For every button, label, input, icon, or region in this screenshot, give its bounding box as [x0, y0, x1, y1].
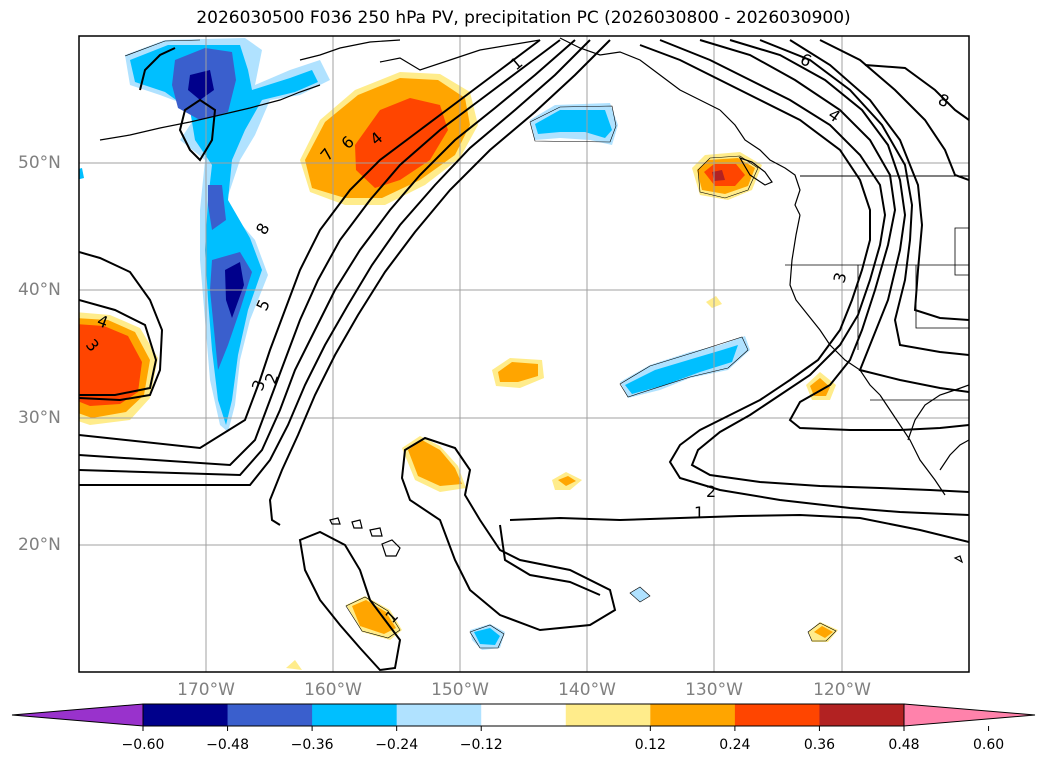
contour-label: 3 [830, 270, 851, 285]
colorbar-segment [312, 704, 398, 726]
colorbar-segment [481, 704, 567, 726]
lat-label-40n: 40°N [18, 280, 61, 300]
positive-precip-anomaly-shading [79, 72, 838, 670]
contour-label: 1 [694, 503, 704, 522]
contour-label: 2 [706, 482, 716, 501]
lon-label-140w: 140°W [558, 680, 616, 700]
colorbar-outline [142, 703, 905, 727]
lon-label-130w: 130°W [685, 680, 743, 700]
lon-label-120w: 120°W [813, 680, 871, 700]
colorbar-segment [227, 704, 313, 726]
colorbar-tick-label: 0.36 [803, 737, 836, 753]
colorbar-segment [396, 704, 482, 726]
pv-contours [79, 39, 969, 672]
map-title: 2026030500 F036 250 hPa PV, precipitatio… [196, 8, 851, 28]
colorbar-tick-label: −0.48 [206, 737, 249, 753]
map-frame [78, 35, 970, 673]
graticule [79, 36, 969, 672]
colorbar-segment [819, 704, 905, 726]
colorbar-tick-label: −0.12 [459, 737, 503, 753]
colorbar-segments [11, 703, 1036, 727]
coastlines [99, 37, 969, 564]
lat-label-20n: 20°N [18, 535, 61, 555]
colorbar-ticks [142, 726, 990, 731]
colorbar-tick-label: 0.12 [634, 737, 666, 753]
colorbar-tick-label: 0.60 [972, 737, 1005, 753]
colorbar-segment [734, 704, 820, 726]
lon-label-150w: 150°W [431, 680, 489, 700]
colorbar-tick-label: −0.60 [121, 737, 165, 753]
colorbar-tick-label: 0.48 [888, 737, 920, 753]
colorbar-segment [143, 704, 229, 726]
lat-label-50n: 50°N [18, 153, 61, 173]
colorbar-segment [565, 704, 651, 726]
lat-label-30n: 30°N [18, 408, 61, 428]
lon-label-160w: 160°W [304, 680, 362, 700]
lon-label-170w: 170°W [177, 680, 235, 700]
colorbar-extension-low [11, 703, 144, 727]
colorbar-tick-label: −0.36 [290, 737, 334, 753]
colorbar-segment [650, 704, 736, 726]
precip-outlines [124, 39, 837, 649]
colorbar-tick-label: −0.24 [375, 737, 419, 753]
map-panel: 1 6 8 4 7 6 4 8 5 3 2 4 3 2 1 1 3 [78, 35, 970, 673]
colorbar-tick-label: 0.24 [719, 737, 751, 753]
colorbar-extension-high [903, 703, 1036, 727]
